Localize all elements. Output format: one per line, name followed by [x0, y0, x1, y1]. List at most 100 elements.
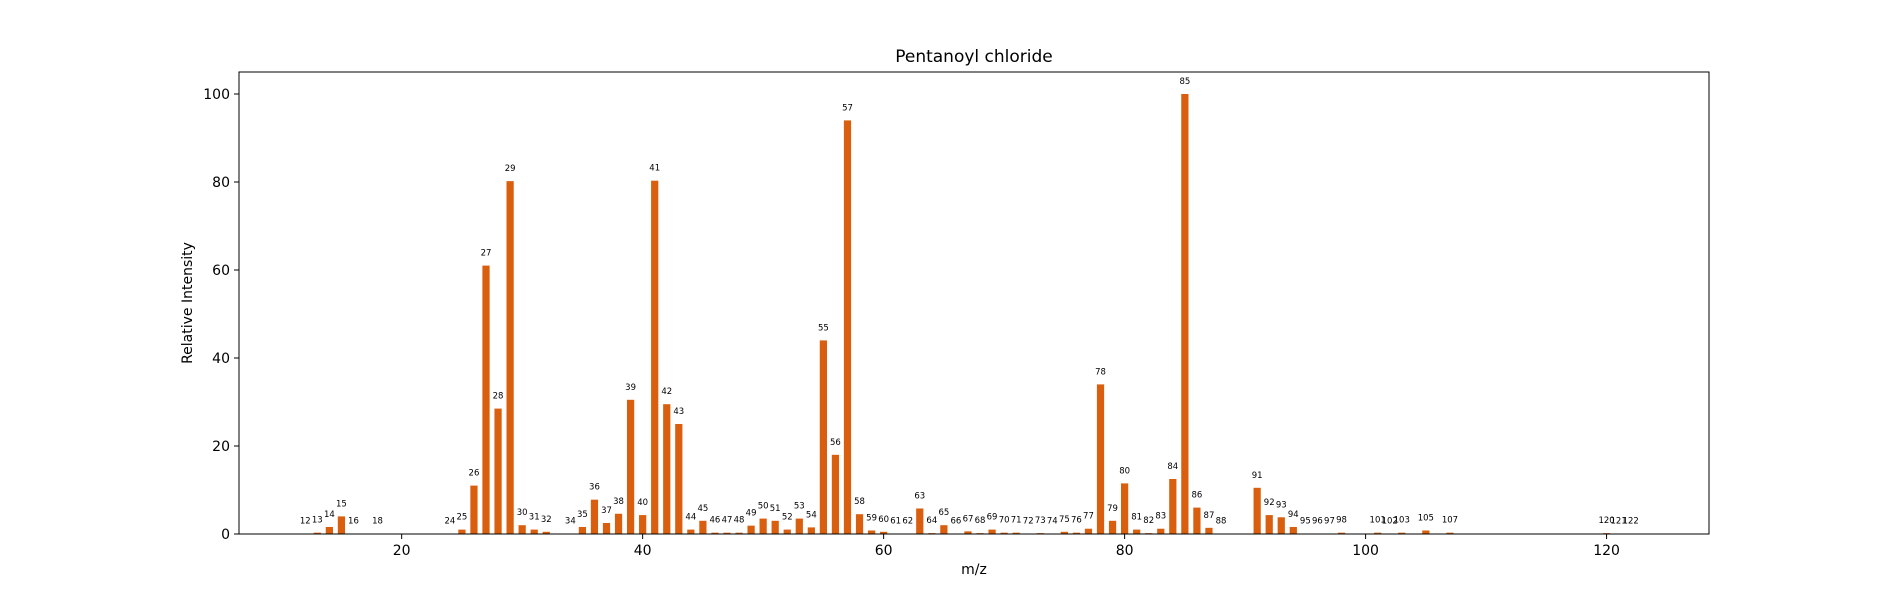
bar-label-mz-13: 13 [312, 516, 323, 526]
x-tick-label: 20 [393, 543, 411, 559]
bar-label-mz-49: 49 [746, 509, 757, 519]
bar-label-mz-34: 34 [565, 517, 576, 527]
bar-mz-48 [735, 532, 743, 534]
bar-label-mz-39: 39 [625, 383, 636, 393]
bar-mz-78 [1096, 384, 1105, 534]
bar-mz-77 [1084, 528, 1093, 534]
bar-label-mz-82: 82 [1143, 516, 1154, 526]
bar-label-mz-84: 84 [1167, 462, 1178, 472]
bar-mz-81 [1133, 529, 1141, 534]
bar-label-mz-93: 93 [1276, 500, 1287, 510]
bar-mz-67 [964, 531, 972, 534]
bar-label-mz-75: 75 [1059, 515, 1070, 525]
bar-label-mz-76: 76 [1071, 516, 1082, 526]
bar-label-mz-45: 45 [697, 504, 708, 514]
bar-label-mz-68: 68 [975, 516, 986, 526]
bar-mz-101 [1374, 532, 1382, 534]
bar-label-mz-92: 92 [1264, 498, 1275, 508]
bar-label-mz-15: 15 [336, 499, 347, 509]
bar-mz-103 [1398, 532, 1406, 534]
bar-mz-32 [542, 531, 550, 534]
bar-mz-45 [699, 520, 707, 534]
bar-mz-13 [313, 532, 321, 534]
y-tick-label: 40 [212, 351, 230, 367]
bar-mz-76 [1072, 532, 1081, 534]
bar-label-mz-25: 25 [456, 513, 467, 523]
bar-label-mz-72: 72 [1023, 517, 1034, 527]
bar-label-mz-28: 28 [493, 392, 504, 402]
bar-mz-55 [819, 340, 827, 534]
bar-label-mz-70: 70 [999, 516, 1010, 526]
bar-label-mz-57: 57 [842, 103, 853, 113]
bar-mz-25 [458, 529, 466, 534]
chart-title: Pentanoyl chloride [895, 47, 1053, 67]
bar-mz-53 [795, 518, 803, 534]
bar-label-mz-69: 69 [987, 513, 998, 523]
bar-label-mz-78: 78 [1095, 367, 1106, 377]
bar-label-mz-18: 18 [372, 517, 383, 527]
bar-label-mz-67: 67 [963, 514, 974, 524]
bar-label-mz-53: 53 [794, 502, 805, 512]
bar-mz-87 [1205, 527, 1213, 534]
y-tick-label: 60 [212, 263, 230, 279]
bar-label-mz-91: 91 [1252, 471, 1263, 481]
bar-label-mz-97: 97 [1324, 517, 1335, 527]
bar-label-mz-98: 98 [1336, 516, 1347, 526]
bar-mz-27 [482, 265, 490, 534]
bar-label-mz-96: 96 [1312, 517, 1323, 527]
bar-mz-70 [1000, 532, 1008, 534]
bar-mz-63 [916, 508, 924, 534]
y-tick-label: 0 [221, 527, 230, 543]
bar-label-mz-88: 88 [1216, 517, 1227, 527]
bar-label-mz-12: 12 [300, 517, 311, 527]
bar-mz-38 [614, 513, 623, 534]
bar-mz-26 [470, 485, 478, 534]
bar-mz-40 [639, 515, 647, 534]
bar-label-mz-26: 26 [469, 469, 480, 479]
x-tick-label: 40 [634, 543, 652, 559]
bar-label-mz-35: 35 [577, 510, 588, 520]
bar-label-mz-30: 30 [517, 508, 528, 518]
bar-label-mz-24: 24 [444, 517, 455, 527]
bar-mz-39 [626, 399, 635, 534]
bar-mz-56 [831, 454, 840, 534]
bar-mz-41 [651, 180, 659, 534]
bar-label-mz-61: 61 [890, 517, 901, 527]
bar-label-mz-31: 31 [529, 513, 540, 523]
bar-label-mz-37: 37 [601, 506, 612, 516]
x-axis-label: m/z [961, 562, 987, 578]
bar-mz-49 [747, 525, 755, 534]
plot-frame [238, 71, 1710, 535]
bar-label-mz-58: 58 [854, 497, 865, 507]
bar-label-mz-42: 42 [661, 387, 672, 397]
bar-mz-14 [325, 526, 333, 534]
bar-mz-29 [506, 181, 514, 534]
bar-label-mz-85: 85 [1179, 77, 1190, 87]
bar-label-mz-103: 103 [1394, 516, 1410, 526]
bar-mz-47 [723, 532, 731, 534]
bar-mz-52 [783, 529, 791, 534]
bar-mz-15 [337, 516, 346, 534]
bar-label-mz-44: 44 [685, 513, 696, 523]
bar-mz-86 [1193, 507, 1201, 534]
bar-mz-42 [663, 404, 671, 534]
bar-mz-84 [1169, 479, 1177, 534]
bar-label-mz-66: 66 [951, 517, 962, 527]
x-tick-label: 120 [1593, 543, 1620, 559]
bar-label-mz-79: 79 [1107, 504, 1118, 514]
bar-mz-91 [1253, 487, 1261, 534]
y-tick-label: 100 [203, 87, 230, 103]
bar-label-mz-81: 81 [1131, 513, 1142, 523]
bar-mz-71 [1012, 532, 1020, 534]
bar-label-mz-47: 47 [722, 516, 733, 526]
bar-mz-93 [1277, 517, 1285, 534]
bar-label-mz-65: 65 [938, 508, 949, 518]
bar-label-mz-105: 105 [1418, 513, 1434, 523]
bar-mz-46 [711, 532, 719, 534]
bar-label-mz-56: 56 [830, 438, 841, 448]
y-axis-ticks: 0 20 40 60 80 100 [203, 87, 239, 543]
bar-label-mz-121: 121 [1611, 517, 1627, 527]
bar-label-mz-102: 102 [1382, 517, 1398, 527]
